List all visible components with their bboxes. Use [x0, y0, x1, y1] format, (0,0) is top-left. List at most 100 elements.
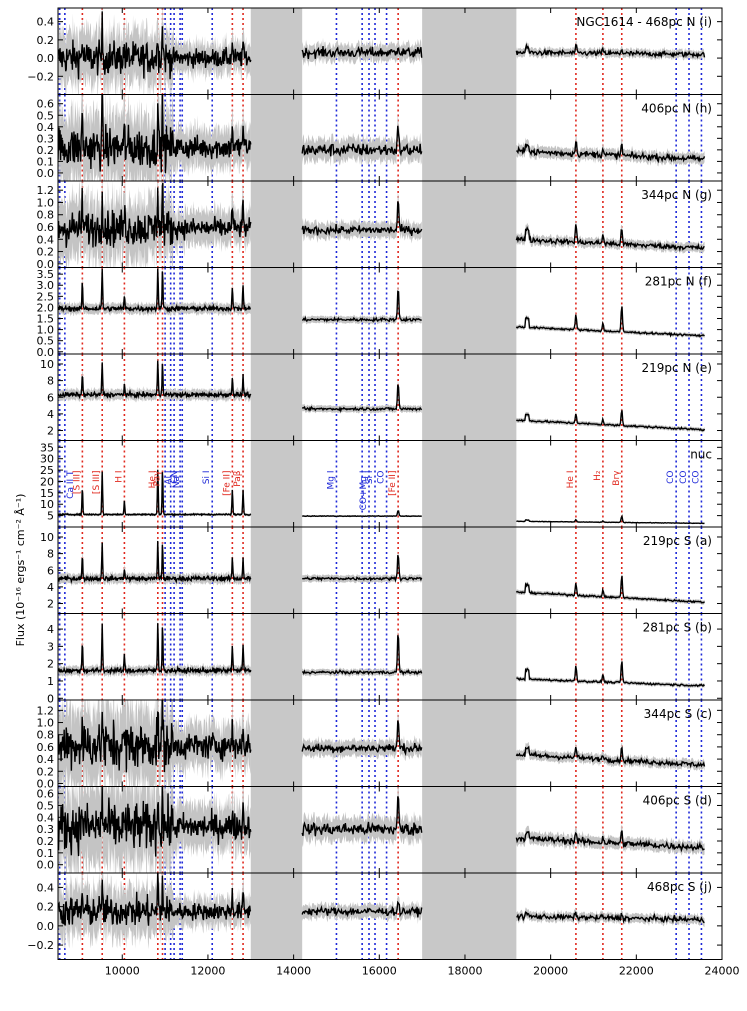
y-tick-label: −0.2 — [27, 939, 54, 952]
y-tick-label: 4 — [47, 581, 54, 594]
x-tick-label: 16000 — [362, 965, 397, 978]
line-id-label: Brγ — [612, 470, 622, 486]
x-tick-label: 24000 — [705, 965, 740, 978]
panel-2: 0.00.20.40.60.81.01.2 344pc N (g) — [37, 180, 723, 271]
y-tick-label: 10 — [40, 358, 54, 371]
spectrum-series — [301, 635, 423, 676]
y-tick-label: 0.6 — [37, 788, 55, 801]
spectrum-series — [58, 623, 252, 676]
spectrum-series — [58, 94, 252, 174]
x-tick-label: 10000 — [105, 965, 140, 978]
gap-band — [250, 527, 303, 614]
error-band — [58, 354, 251, 403]
spectrum-series — [58, 360, 252, 400]
line-id-label: Si I — [365, 471, 375, 485]
line-id-label: CO+Mg I — [359, 471, 369, 511]
y-tick-label: 2 — [47, 658, 54, 671]
y-tick-label: 2 — [47, 598, 54, 611]
y-tick-label: 0.5 — [37, 799, 55, 812]
line-id-label: H I — [114, 471, 124, 483]
spectrum-series — [301, 720, 423, 756]
panels-group: −0.20.00.20.4 NGC1614 - 468pc N (i)0.00.1… — [27, 7, 723, 960]
spectrum-series — [515, 224, 705, 253]
y-tick-label: 0.0 — [37, 258, 55, 271]
y-tick-label: 0.4 — [37, 753, 55, 766]
y-tick-label: 0.4 — [37, 881, 55, 894]
error-band — [516, 407, 705, 433]
gap-band — [250, 440, 303, 527]
line-id-label: H₂ — [593, 470, 603, 481]
y-tick-label: 0.6 — [37, 221, 55, 234]
line-id-label: [S III] — [72, 471, 82, 495]
y-tick-label: 0.5 — [37, 335, 55, 348]
error-band — [302, 380, 422, 415]
line-id-label: [Fe II] — [222, 471, 232, 496]
panel-label: 219pc N (e) — [642, 361, 712, 375]
gap-band — [250, 613, 303, 700]
error-band — [302, 895, 422, 925]
line-id-label: Al I — [164, 471, 174, 485]
line-id-label: Paβ — [233, 470, 243, 487]
x-tick-label: 20000 — [533, 965, 568, 978]
y-tick-label: 4 — [47, 408, 54, 421]
y-tick-label: 0.1 — [37, 847, 55, 860]
y-tick-label: 0.4 — [37, 121, 55, 134]
panel-label: 219pc S (a) — [643, 534, 712, 548]
line-id-label: Si I — [202, 471, 212, 485]
y-tick-label: 0.2 — [37, 765, 55, 778]
spectrum-series — [58, 268, 251, 314]
panel-label: 281pc S (b) — [643, 621, 712, 635]
line-id-label: CO — [377, 471, 387, 484]
y-tick-label: 0.0 — [37, 920, 55, 933]
x-axis: 10000 12000 14000 16000 18000 20000 22000 24000 — [105, 965, 740, 978]
x-tick-label: 22000 — [619, 965, 654, 978]
line-id-label: CO — [691, 471, 701, 484]
gap-band — [250, 94, 303, 181]
line-id-label: [S III] — [92, 471, 102, 495]
spectrum-series — [58, 873, 252, 926]
y-tick-label: −0.2 — [27, 70, 54, 83]
gap-band — [422, 181, 517, 268]
y-tick-label: 2 — [47, 425, 54, 438]
spectrum-series — [58, 469, 252, 517]
x-tick-label: 12000 — [190, 965, 225, 978]
y-tick-label: 0.6 — [37, 741, 55, 754]
spectrum-series — [301, 796, 423, 837]
line-id-label: He I — [148, 471, 158, 489]
spectrum-series — [516, 911, 705, 924]
spectrum-series — [58, 786, 252, 857]
gap-band — [250, 786, 303, 873]
gap-band — [422, 873, 517, 960]
error-band — [302, 192, 422, 244]
y-tick-label: 0.2 — [37, 835, 55, 848]
y-tick-label: 1.2 — [37, 704, 55, 717]
gap-band — [250, 181, 303, 268]
line-id-label: CO — [666, 471, 676, 484]
y-tick-label: 0.2 — [37, 901, 55, 914]
gap-band — [422, 700, 517, 787]
y-tick-label: 4 — [47, 623, 54, 636]
spectrum-series — [516, 141, 706, 164]
panel-label: 468pc S (j) — [647, 880, 712, 894]
y-tick-label: 0.0 — [37, 859, 55, 872]
spectrum-series — [302, 554, 423, 583]
panel-10: −0.2 0.0 0.2 0.4 468pc S (j) — [27, 872, 723, 960]
y-tick-label: 10 — [40, 498, 54, 511]
y-tick-label: 0.8 — [37, 209, 55, 222]
error-band — [302, 287, 422, 325]
spectrum-series — [516, 661, 706, 688]
gap-band — [422, 786, 517, 873]
y-tick-label: 6 — [47, 391, 54, 404]
y-tick-label: 3 — [47, 640, 54, 653]
y-tick-label: 8 — [47, 375, 54, 388]
y-tick-label: 10 — [40, 531, 54, 544]
y-tick-label: 6 — [47, 564, 54, 577]
y-tick-label: 2.5 — [37, 290, 55, 303]
y-tick-label: 5 — [47, 510, 54, 523]
y-tick-label: 0.1 — [37, 155, 55, 168]
panel-3: 0.00.51.01.52.02.53.03.5 281pc N (f) — [37, 267, 723, 359]
y-tick-label: 0.4 — [37, 811, 55, 824]
line-id-label: [Fe II] — [388, 471, 398, 496]
gap-band — [422, 267, 517, 354]
